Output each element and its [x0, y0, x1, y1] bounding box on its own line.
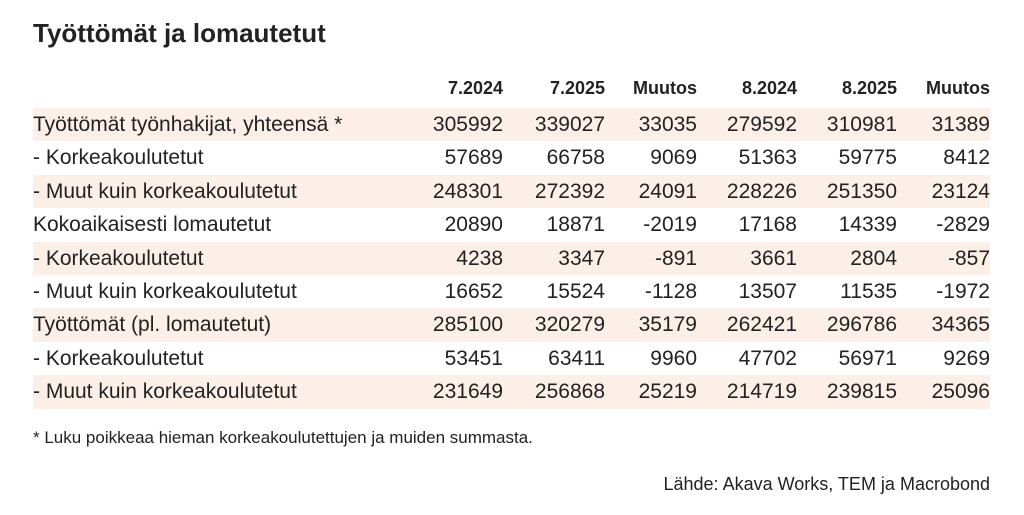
row-label: Työttömät työnhakijat, yhteensä * [33, 113, 343, 136]
source: Lähde: Akava Works, TEM ja Macrobond [663, 474, 991, 494]
cell-value: -891 [654, 246, 697, 270]
footnote: * Luku poikkeaa hieman korkeakoulutettuj… [33, 428, 533, 447]
cell-value: 4238 [456, 246, 503, 270]
cell-value: 14339 [838, 213, 897, 237]
cell-value: 57689 [444, 146, 503, 170]
row-label: - Korkeakoulutetut [33, 346, 204, 370]
cell-value: 11535 [840, 280, 897, 303]
column-header: 8.2024 [741, 78, 797, 98]
column-header: 7.2025 [549, 78, 605, 98]
cell-value: 320279 [534, 313, 605, 337]
cell-value: 251350 [826, 179, 897, 203]
cell-value: 305992 [432, 113, 503, 136]
cell-value: 8412 [943, 146, 990, 170]
cell-value: 9960 [650, 346, 697, 370]
cell-value: 31389 [931, 113, 990, 136]
row-label: - Korkeakoulutetut [33, 246, 204, 270]
cell-value: -2019 [643, 213, 697, 237]
cell-value: 3347 [558, 246, 605, 270]
cell-value: 33035 [638, 113, 697, 136]
row-band [33, 108, 990, 142]
row-label: - Muut kuin korkeakoulutetut [33, 380, 297, 404]
row-label: - Muut kuin korkeakoulutetut [33, 179, 297, 203]
cell-value: 3661 [750, 246, 797, 270]
cell-value: 56971 [838, 346, 897, 370]
cell-value: 59775 [838, 146, 897, 170]
cell-value: 239815 [826, 380, 897, 404]
cell-value: -1972 [936, 280, 990, 303]
cell-value: 13507 [738, 280, 797, 303]
cell-value: 34365 [931, 313, 990, 337]
cell-value: 18871 [546, 213, 605, 237]
cell-value: 231649 [432, 380, 503, 404]
row-label: Työttömät (pl. lomautetut) [33, 313, 272, 337]
cell-value: 51363 [738, 146, 797, 170]
cell-value: 53451 [444, 346, 503, 370]
cell-value: 9269 [943, 346, 990, 370]
cell-value: 2804 [850, 246, 897, 270]
title: Työttömät ja lomautetut [33, 18, 326, 48]
cell-value: 285100 [432, 313, 503, 337]
cell-value: 272392 [534, 179, 605, 203]
cell-value: 296786 [826, 313, 897, 337]
cell-value: 339027 [534, 113, 605, 136]
row-label: Kokoaikaisesti lomautetut [33, 213, 272, 237]
cell-value: 9069 [650, 146, 697, 170]
column-header: 8.2025 [841, 78, 897, 98]
cell-value: 228226 [726, 179, 797, 203]
cell-value: 20890 [444, 213, 503, 237]
row-band [33, 308, 990, 342]
row-band [33, 241, 990, 275]
cell-value: 16652 [444, 280, 503, 303]
column-header: Muutos [633, 78, 697, 98]
cell-value: 262421 [726, 313, 797, 337]
cell-value: 25096 [931, 380, 990, 404]
cell-value: 248301 [432, 179, 503, 203]
cell-value: 279592 [726, 113, 797, 136]
cell-value: 47702 [738, 346, 797, 370]
cell-value: 35179 [638, 313, 697, 337]
cell-value: -2829 [936, 213, 990, 237]
cell-value: -857 [947, 246, 990, 270]
column-header: 7.2024 [447, 78, 503, 98]
cell-value: 23124 [931, 179, 990, 203]
row-band [33, 375, 990, 409]
cell-value: 25219 [638, 380, 697, 404]
column-header: Muutos [926, 78, 990, 98]
cell-value: 15524 [546, 280, 605, 303]
cell-value: -1128 [644, 280, 697, 303]
row-band [33, 174, 990, 209]
cell-value: 310981 [826, 113, 897, 136]
cell-value: 17168 [738, 213, 797, 237]
cell-value: 24091 [638, 179, 697, 203]
cell-value: 63411 [548, 346, 605, 370]
cell-value: 256868 [534, 380, 605, 404]
cell-value: 66758 [546, 146, 605, 170]
row-label: - Muut kuin korkeakoulutetut [33, 280, 297, 303]
row-label: - Korkeakoulutetut [33, 146, 204, 170]
cell-value: 214719 [726, 380, 797, 404]
